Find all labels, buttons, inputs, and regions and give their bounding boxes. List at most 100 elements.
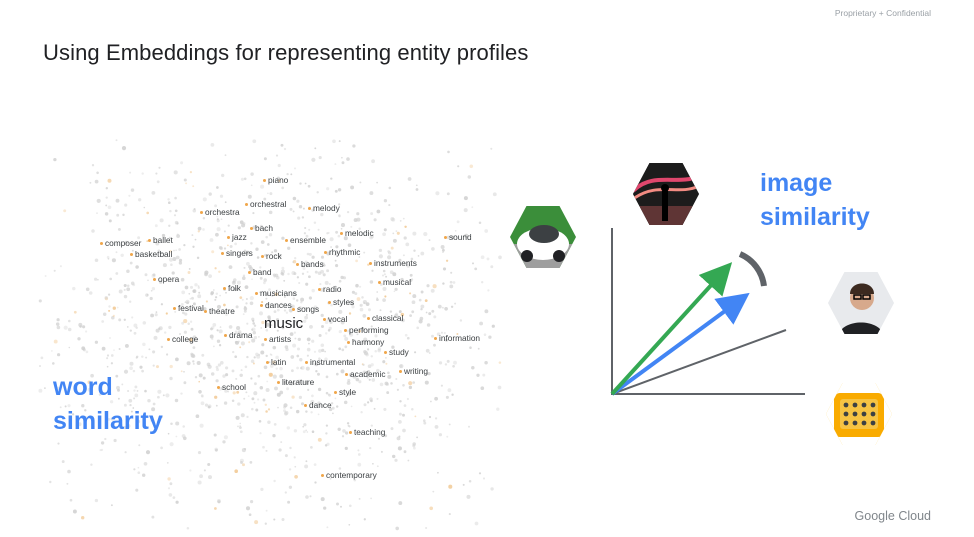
- cloud-dot: [214, 267, 217, 270]
- cloud-dot: [394, 458, 398, 462]
- cloud-dot: [450, 305, 454, 309]
- cloud-dot: [38, 388, 43, 393]
- cloud-dot: [157, 389, 162, 394]
- cloud-word: dances: [260, 300, 292, 310]
- cloud-dot: [398, 420, 402, 424]
- cloud-dot: [314, 481, 317, 484]
- cloud-dot: [370, 363, 374, 367]
- cloud-dot: [444, 363, 448, 366]
- gray-vector: [611, 329, 787, 395]
- cloud-dot: [431, 309, 435, 313]
- cloud-dot: [129, 261, 133, 265]
- cloud-dot: [237, 331, 241, 335]
- cloud-dot: [180, 392, 183, 395]
- cloud-dot: [484, 229, 489, 233]
- cloud-dot: [467, 175, 472, 179]
- cloud-dot: [488, 335, 492, 339]
- cloud-dot: [189, 297, 192, 300]
- cloud-dot: [243, 177, 247, 181]
- cloud-dot: [283, 409, 286, 413]
- cloud-dot: [144, 273, 148, 277]
- cloud-dot: [337, 234, 341, 238]
- cloud-dot: [269, 353, 272, 356]
- cloud-dot: [409, 314, 412, 317]
- cloud-dot: [180, 161, 184, 165]
- cloud-dot: [246, 415, 249, 419]
- cloud-dot: [306, 347, 311, 352]
- cloud-dot: [292, 297, 296, 300]
- cloud-dot: [258, 353, 261, 356]
- cloud-dot: [265, 449, 268, 452]
- cloud-dot: [273, 275, 276, 278]
- cloud-dot: [141, 172, 144, 175]
- cloud-dot: [319, 403, 323, 408]
- cloud-word: writing: [399, 366, 428, 376]
- cloud-dot: [478, 472, 482, 475]
- cloud-dot: [109, 400, 114, 404]
- cloud-dot: [186, 361, 191, 366]
- cloud-word: information: [433, 333, 481, 343]
- cloud-dot: [344, 431, 349, 435]
- cloud-dot: [168, 257, 174, 262]
- cloud-dot: [384, 295, 387, 298]
- cloud-dot: [283, 295, 286, 298]
- cloud-dot: [309, 325, 313, 329]
- cloud-dot: [118, 347, 121, 351]
- cloud-dot: [133, 468, 136, 471]
- cloud-dot: [329, 237, 334, 242]
- cloud-dot: [291, 395, 295, 399]
- cloud-dot: [159, 280, 163, 284]
- cloud-dot: [403, 236, 407, 240]
- cloud-dot: [332, 412, 334, 415]
- cloud-dot: [317, 271, 322, 275]
- cloud-word: folk: [223, 283, 241, 293]
- cloud-dot: [168, 493, 173, 497]
- cloud-word: style: [333, 387, 357, 397]
- cloud-dot: [274, 273, 279, 278]
- cloud-dot: [285, 311, 289, 314]
- cloud-dot: [184, 285, 189, 290]
- cloud-dot: [180, 277, 185, 282]
- cloud-dot: [202, 217, 206, 220]
- cloud-dot: [192, 362, 195, 365]
- cloud-dot: [429, 400, 432, 403]
- cloud-dot: [237, 226, 241, 230]
- cloud-dot: [243, 305, 247, 309]
- cloud-dot: [147, 279, 149, 282]
- cloud-dot: [375, 343, 379, 346]
- cloud-dot: [104, 296, 108, 300]
- cloud-dot: [72, 509, 77, 514]
- cloud-dot: [63, 325, 68, 330]
- stage-image: [633, 162, 699, 226]
- cloud-dot: [420, 290, 424, 294]
- cloud-dot: [392, 238, 397, 243]
- cloud-dot: [407, 459, 410, 462]
- cloud-dot: [201, 395, 204, 398]
- cloud-dot: [126, 284, 130, 288]
- cloud-dot: [94, 258, 99, 263]
- cloud-dot: [341, 156, 343, 159]
- cloud-dot: [105, 204, 108, 207]
- cloud-dot: [240, 341, 245, 346]
- cloud-dot: [183, 330, 187, 334]
- cloud-dot: [49, 480, 52, 484]
- cloud-dot: [155, 172, 158, 175]
- cloud-dot: [276, 176, 281, 181]
- cloud-dot: [412, 444, 416, 448]
- cloud-dot: [353, 478, 357, 482]
- cloud-dot: [127, 390, 130, 392]
- cloud-dot: [242, 463, 245, 467]
- cloud-dot: [400, 312, 405, 317]
- cloud-dot: [253, 324, 257, 327]
- cloud-word: latin: [265, 357, 287, 367]
- cloud-dot: [304, 226, 307, 230]
- cloud-dot: [224, 154, 227, 157]
- cloud-word: piano: [262, 175, 289, 185]
- cloud-word: orchestra: [200, 207, 240, 217]
- cloud-dot: [138, 198, 142, 202]
- cloud-dot: [237, 425, 239, 428]
- cloud-dot: [267, 420, 271, 424]
- cloud-dot: [274, 386, 278, 391]
- cloud-dot: [170, 263, 173, 266]
- cloud-dot: [198, 291, 201, 294]
